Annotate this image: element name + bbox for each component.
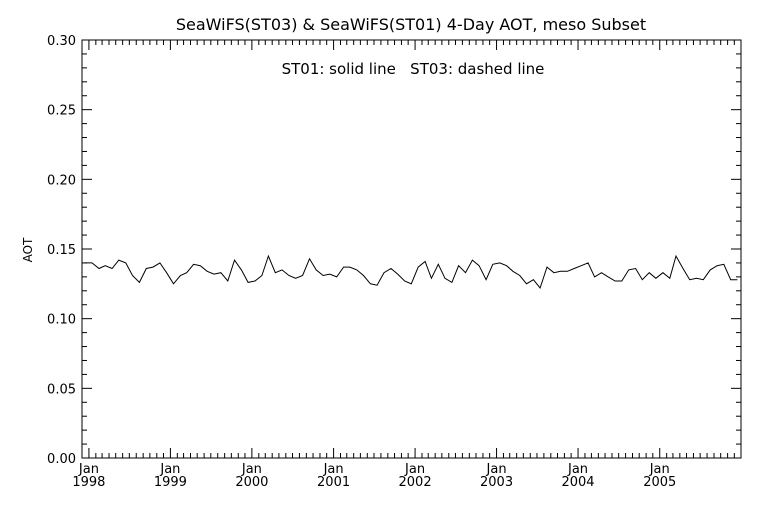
y-axis-label: AOT — [21, 237, 35, 262]
x-tick-year-label: 2002 — [399, 475, 432, 490]
axis-ticks — [81, 39, 741, 459]
x-tick-year-label: 2000 — [235, 475, 268, 490]
x-tick-month-label: Jan — [159, 462, 180, 477]
x-tick-month-label: Jan — [649, 462, 670, 477]
x-tick-month-label: Jan — [241, 462, 262, 477]
y-tick-label: 0.25 — [47, 104, 76, 119]
y-tick-label: 0.10 — [47, 313, 76, 328]
series-line-solid — [85, 254, 738, 290]
x-tick-month-label: Jan — [567, 462, 588, 477]
series-style-annotation: ST01: solid line ST03: dashed line — [282, 60, 545, 78]
x-tick-year-label: 1999 — [154, 475, 187, 490]
chart-title: SeaWiFS(ST03) & SeaWiFS(ST01) 4-Day AOT,… — [176, 15, 646, 34]
series-layer — [85, 254, 738, 290]
x-tick-year-label: 1998 — [72, 475, 105, 490]
x-tick-year-label: 2001 — [317, 475, 350, 490]
x-tick-year-label: 2005 — [643, 475, 676, 490]
y-tick-label: 0.15 — [47, 243, 76, 258]
x-tick-year-label: 2003 — [480, 475, 513, 490]
y-tick-label: 0.05 — [47, 382, 76, 397]
x-tick-year-label: 2004 — [561, 475, 594, 490]
x-tick-month-label: Jan — [404, 462, 425, 477]
y-tick-label: 0.00 — [47, 452, 76, 467]
y-tick-label: 0.30 — [47, 34, 76, 49]
y-tick-label: 0.20 — [47, 173, 76, 188]
axis-tick-labels: 0.000.050.100.150.200.250.30Jan1998Jan19… — [47, 34, 676, 490]
x-tick-month-label: Jan — [486, 462, 507, 477]
plot-frame — [81, 39, 742, 459]
x-tick-month-label: Jan — [78, 462, 99, 477]
x-tick-month-label: Jan — [323, 462, 344, 477]
